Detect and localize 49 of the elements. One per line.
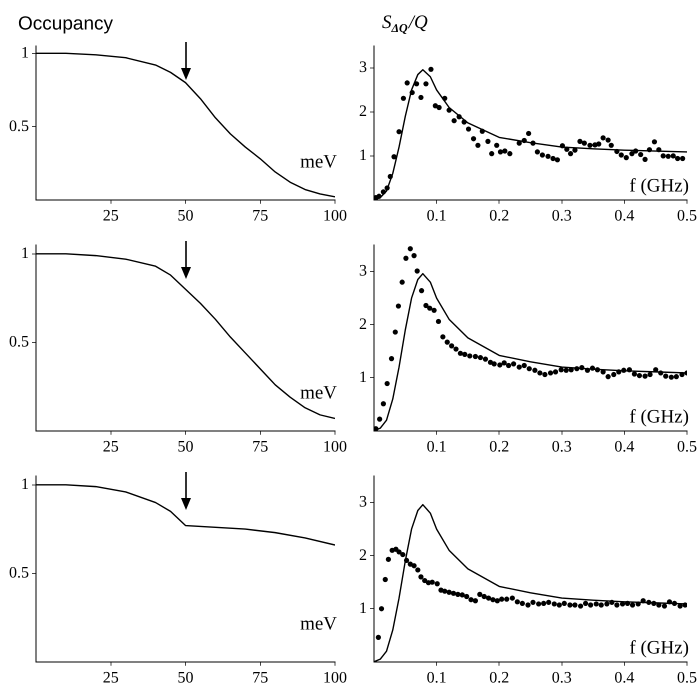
x-tick-label: 100 [323,438,347,456]
y-tick-label: 0.5 [9,118,29,135]
x-tick-label: 25 [102,670,119,687]
x-tick-label: 0.1 [426,670,447,687]
x-tick-label: 0.5 [677,438,697,456]
x-tick-label: 0.2 [489,208,510,225]
y-tick-label: 1 [21,476,29,494]
x-tick-label: 0.3 [552,438,572,456]
x-tick-label: 25 [102,208,119,225]
x-tick-label: 0.4 [614,208,634,225]
y-tick-label: 1 [359,147,367,164]
x-tick-label: 0.3 [552,208,572,225]
x-tick-label: 50 [178,438,194,456]
y-tick-label: 3 [359,494,367,511]
x-tick-label: 0.1 [426,208,447,225]
x-axis-title: meV [300,613,338,634]
y-tick-label: 1 [359,368,367,386]
x-tick-label: 0.4 [614,670,634,687]
x-tick-label: 25 [102,438,119,456]
x-tick-label: 50 [178,208,194,225]
y-tick-label: 2 [359,546,367,564]
y-tick-label: 2 [359,316,367,333]
x-tick-label: 0.2 [489,438,510,456]
x-tick-label: 100 [323,208,347,225]
y-tick-label: 2 [359,103,367,120]
x-axis-title: meV [300,382,338,404]
y-tick-label: 3 [359,59,367,76]
x-axis-title: f (GHz) [629,175,689,196]
x-tick-label: 0.5 [677,670,697,687]
x-axis-title: f (GHz) [629,406,689,428]
x-tick-label: 0.5 [677,208,697,225]
x-tick-label: 75 [252,438,268,456]
x-tick-label: 75 [252,670,268,687]
y-tick-label: 0.5 [9,334,29,351]
y-tick-label: 0.5 [9,564,29,582]
y-tick-label: 1 [21,245,29,262]
x-tick-label: 75 [252,208,268,225]
x-tick-label: 0.1 [426,438,447,456]
x-axis-title: meV [300,151,338,172]
y-axis-title: Occupancy [18,14,114,35]
y-tick-label: 1 [21,44,29,62]
x-axis-title: f (GHz) [629,637,689,658]
x-tick-label: 50 [178,670,194,687]
x-tick-label: 0.4 [614,438,634,456]
y-tick-label: 3 [359,262,367,280]
y-tick-label: 1 [359,600,367,617]
x-tick-label: 100 [323,670,347,687]
x-tick-label: 0.3 [552,670,572,687]
x-tick-label: 0.2 [489,670,510,687]
